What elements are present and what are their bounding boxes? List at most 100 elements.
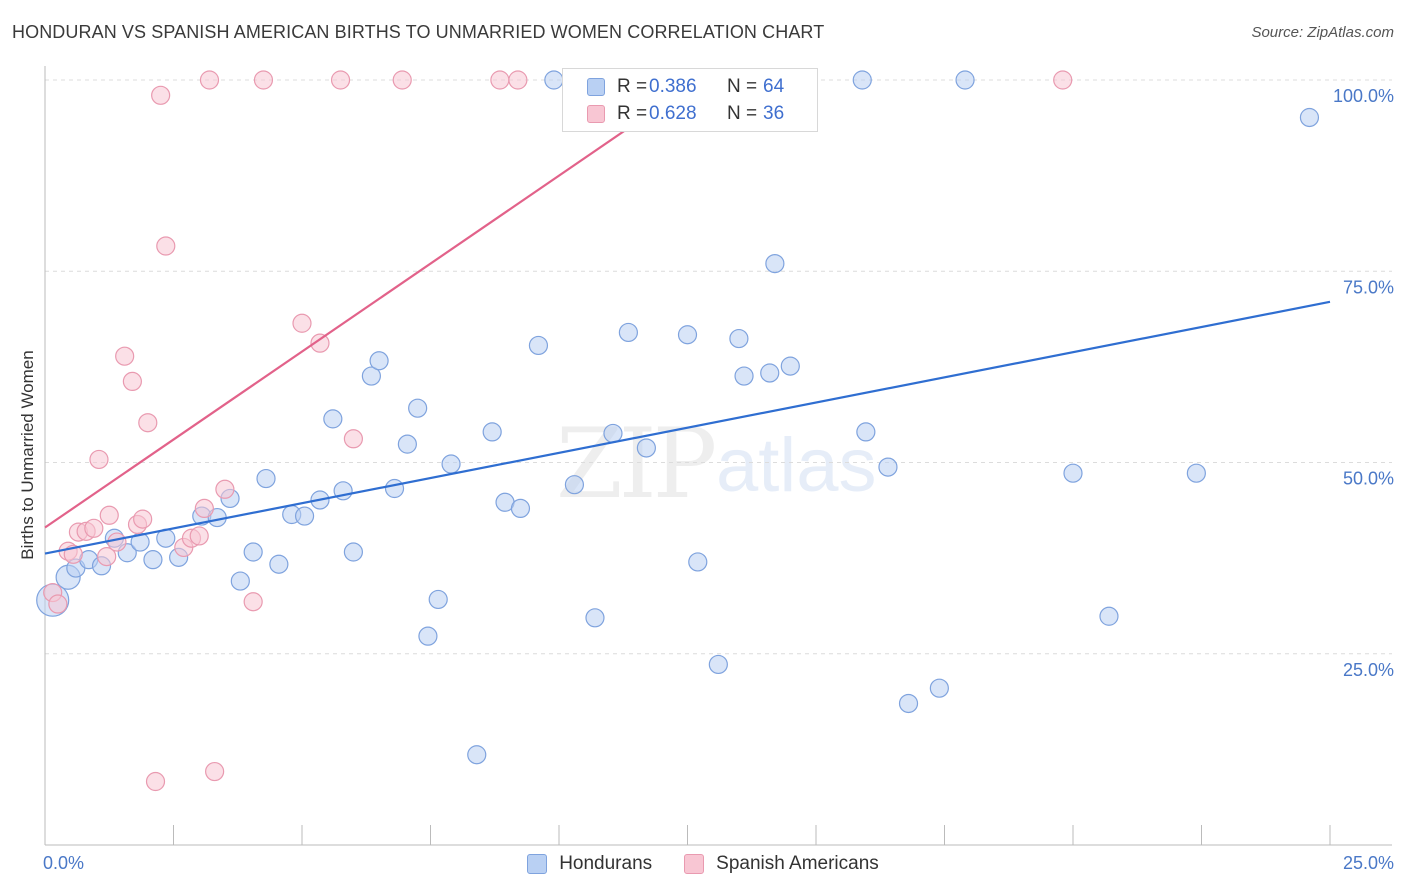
chart-title: HONDURAN VS SPANISH AMERICAN BIRTHS TO U… [12, 22, 825, 42]
honduran-point [955, 70, 975, 90]
spanish-american-point [156, 236, 176, 256]
y-tick-label: 75.0% [1343, 277, 1394, 297]
legend-r-value: 0.386 [649, 76, 697, 97]
axes [44, 66, 1392, 846]
legend-n-value: 36 [763, 103, 785, 124]
honduran-point [856, 422, 876, 442]
legend-r-label: R = [617, 76, 648, 97]
spanish-american-point [392, 70, 412, 90]
honduran-point [528, 335, 549, 356]
spanish-american-point [48, 594, 68, 614]
spanish-american-point [292, 313, 312, 333]
spanish-american-point [99, 505, 119, 525]
honduran-point [269, 554, 289, 574]
y-tick-label: 100.0% [1333, 86, 1394, 106]
x-tick-label: 0.0% [43, 853, 84, 873]
honduran-point [1063, 463, 1083, 483]
spanish-american-point [133, 509, 153, 529]
honduran-point [482, 422, 502, 442]
spanish-american-point [490, 70, 510, 90]
legend-row-spanish-americans: R = 0.628 N = 36 [587, 101, 784, 127]
honduran-point [780, 356, 800, 376]
legend-item-spanish-americans[interactable]: Spanish Americans [684, 852, 879, 876]
honduran-point [636, 438, 656, 458]
honduran-point [294, 506, 315, 526]
legend-r-label: R = [617, 103, 648, 124]
spanish-american-point [194, 498, 214, 518]
spanish-american-point [84, 518, 104, 538]
honduran-point [898, 693, 919, 714]
honduran-point [256, 468, 276, 489]
honduran-point [243, 542, 263, 562]
honduran-point [878, 457, 898, 477]
spanish-american-point [89, 449, 109, 470]
legend-n-value: 64 [763, 76, 785, 97]
honduran-point [361, 366, 381, 386]
spanish-american-point [151, 85, 171, 105]
legend-r-value: 0.628 [649, 103, 697, 124]
legend-label-spanish-americans: Spanish Americans [716, 853, 879, 874]
source-label: Source: ZipAtlas.com [1251, 24, 1394, 41]
spanish-american-point [97, 546, 117, 567]
spanish-american-point [243, 592, 263, 612]
legend-item-hondurans[interactable]: Hondurans [527, 852, 652, 876]
honduran-point [1299, 107, 1320, 128]
honduran-point [428, 589, 448, 610]
tick-labels: 25.0% 50.0% 75.0% 100.0% 0.0% 25.0% [43, 86, 1394, 873]
spanish-american-point [138, 413, 158, 433]
trend-lines [44, 86, 1331, 555]
spanish-american-point [330, 70, 351, 90]
honduran-point [677, 325, 698, 345]
y-tick-label: 25.0% [1343, 660, 1394, 680]
honduran-point [1099, 606, 1119, 626]
honduran-point [603, 423, 623, 444]
honduran-point [734, 366, 754, 386]
grid-lines [45, 79, 1392, 655]
honduran-point [408, 398, 428, 418]
honduran-point [618, 322, 638, 343]
legend-row-hondurans: R = 0.386 N = 64 [587, 74, 784, 100]
honduran-point [729, 328, 749, 349]
y-tick-label: 50.0% [1343, 469, 1394, 489]
honduran-point [688, 552, 708, 572]
spanish-american-point [1053, 70, 1073, 90]
honduran-point [760, 363, 780, 383]
honduran-point [441, 454, 461, 474]
honduran-point [708, 654, 728, 675]
correlation-legend: R = 0.386 N = 64 R = 0.628 N = 36 [562, 68, 818, 132]
honduran-trend-line [44, 300, 1331, 555]
spanish-american-point [122, 371, 142, 392]
honduran-point [418, 626, 438, 646]
honduran-point [1186, 463, 1206, 483]
honduran-point [230, 571, 250, 591]
spanish-american-point [343, 429, 363, 449]
honduran-point [544, 70, 564, 90]
y-axis-title: Births to Unmarried Women [18, 350, 37, 560]
honduran-point [765, 254, 785, 274]
honduran-point [369, 351, 389, 371]
honduran-point [852, 70, 872, 90]
spanish-american-point [310, 333, 330, 353]
spanish-american-trend-line [44, 86, 689, 529]
legend-label-hondurans: Hondurans [559, 853, 653, 874]
spanish-american-point [107, 532, 127, 552]
honduran-point [467, 745, 487, 765]
spanish-american-point [199, 70, 220, 90]
honduran-point [929, 678, 949, 698]
spanish-american-point [189, 526, 209, 546]
honduran-point [343, 542, 363, 562]
legend-swatch-blue [587, 78, 605, 96]
legend-swatch-spanish-americans [684, 854, 705, 874]
honduran-point [585, 608, 605, 628]
spanish-american-point [253, 70, 274, 90]
legend-n-label: N = [727, 76, 758, 97]
honduran-point [384, 478, 405, 499]
honduran-point [323, 409, 343, 429]
legend-swatch-hondurans [527, 854, 548, 874]
spanish-american-point [205, 761, 225, 782]
spanish-american-point [115, 346, 135, 366]
legend-swatch-pink [587, 105, 605, 123]
legend-n-label: N = [727, 103, 758, 124]
watermark-atlas: atlas [716, 423, 877, 508]
